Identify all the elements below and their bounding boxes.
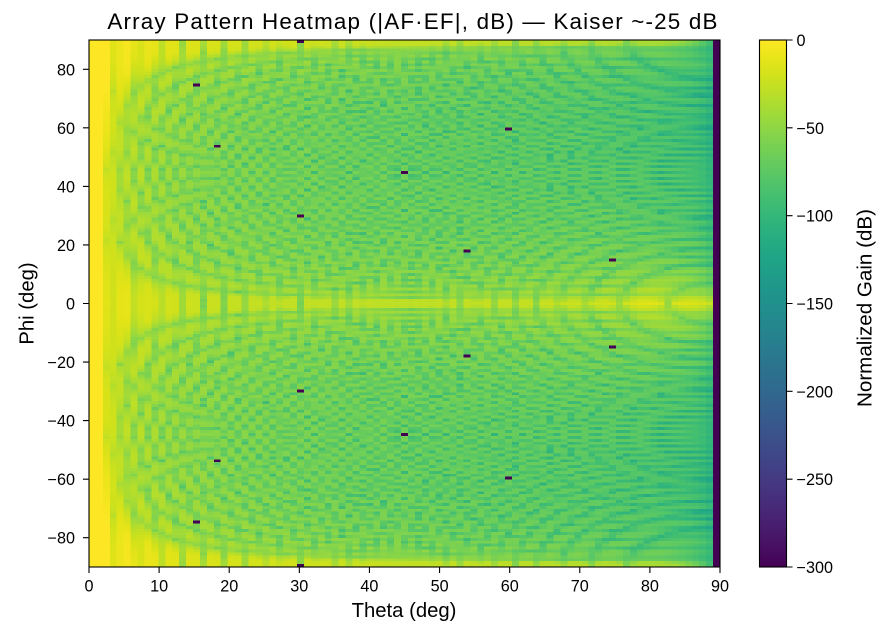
svg-text:−60: −60 (48, 471, 75, 489)
svg-text:60: 60 (501, 578, 519, 596)
svg-text:70: 70 (571, 578, 589, 596)
svg-text:80: 80 (641, 578, 659, 596)
svg-text:90: 90 (711, 578, 729, 596)
svg-text:−50: −50 (797, 120, 824, 138)
svg-text:20: 20 (57, 237, 75, 255)
svg-text:40: 40 (57, 178, 75, 196)
svg-text:60: 60 (57, 120, 75, 138)
svg-text:−200: −200 (797, 383, 833, 401)
svg-text:−80: −80 (48, 530, 75, 548)
svg-text:Phi (deg): Phi (deg) (17, 262, 39, 344)
svg-text:−250: −250 (797, 471, 833, 489)
svg-text:−100: −100 (797, 208, 833, 226)
svg-text:30: 30 (290, 578, 308, 596)
svg-text:−300: −300 (797, 559, 833, 577)
svg-text:50: 50 (431, 578, 449, 596)
svg-text:20: 20 (220, 578, 238, 596)
svg-text:0: 0 (797, 32, 806, 50)
svg-text:Array Pattern Heatmap (|AF·EF|: Array Pattern Heatmap (|AF·EF|, dB) — Ka… (107, 9, 718, 34)
svg-text:80: 80 (57, 61, 75, 79)
svg-text:0: 0 (66, 296, 75, 314)
svg-text:−40: −40 (48, 413, 75, 431)
svg-text:10: 10 (150, 578, 168, 596)
svg-text:Theta (deg): Theta (deg) (352, 600, 457, 622)
svg-text:40: 40 (360, 578, 378, 596)
svg-text:−20: −20 (48, 354, 75, 372)
svg-text:0: 0 (84, 578, 93, 596)
svg-text:Normalized Gain (dB): Normalized Gain (dB) (854, 209, 877, 407)
svg-text:−150: −150 (797, 296, 833, 314)
